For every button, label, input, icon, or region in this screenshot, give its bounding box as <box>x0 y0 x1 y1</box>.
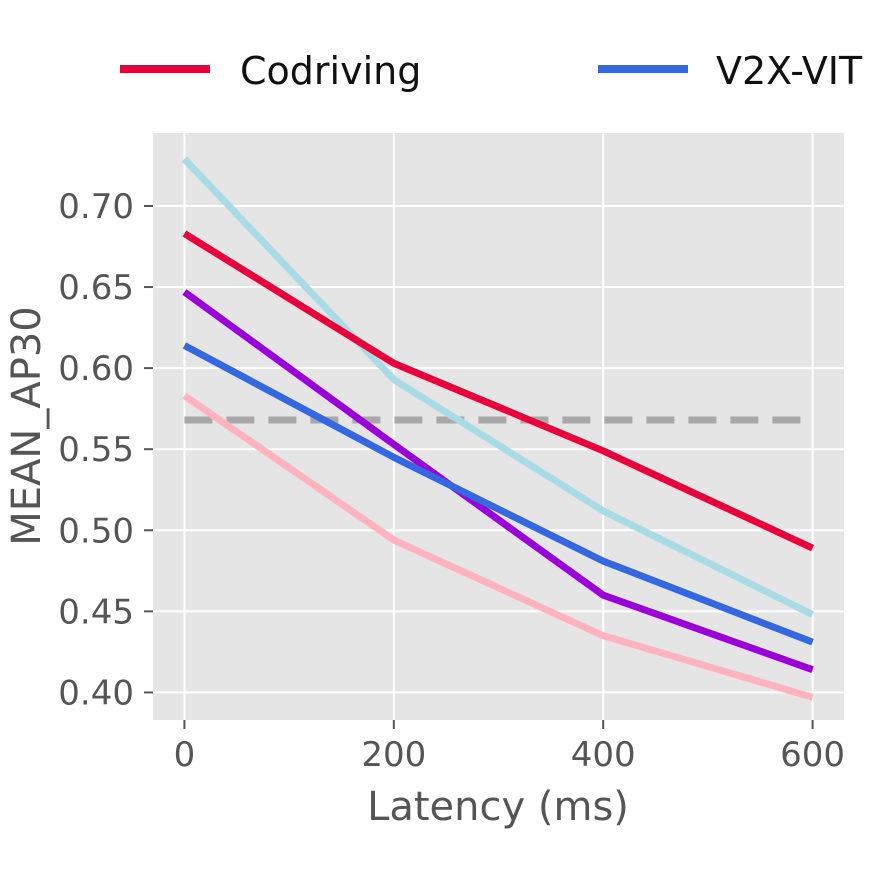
y-tick-label: 0.45 <box>58 592 134 632</box>
series-line-series-3 <box>181 156 815 618</box>
y-tick-label: 0.65 <box>58 268 134 308</box>
x-axis-label: Latency (ms) <box>367 784 629 830</box>
series-line-series-4 <box>182 289 814 674</box>
y-tick-label: 0.50 <box>58 511 134 551</box>
y-tick-label: 0.60 <box>58 349 134 389</box>
legend-label-v2x-vit: V2X-VIT <box>716 49 863 93</box>
y-axis-label: MEAN_AP30 <box>4 306 50 545</box>
series-line-v2x-vit <box>182 342 814 646</box>
x-tick-label: 200 <box>361 735 426 775</box>
axis-ticks: 0 200 400 600 0.40 0.45 0.50 0.55 0.60 0.65 0.70 <box>58 187 845 775</box>
x-tick-label: 600 <box>780 735 845 775</box>
x-tick-label: 0 <box>174 735 196 775</box>
plot-area <box>153 133 844 720</box>
legend-label-codriving: Codriving <box>240 49 421 93</box>
y-tick-label: 0.55 <box>58 430 134 470</box>
legend: Codriving V2X-VIT <box>120 49 863 93</box>
x-tick-label: 400 <box>571 735 636 775</box>
y-tick-label: 0.70 <box>58 187 134 227</box>
series-lines <box>181 156 815 701</box>
y-tick-label: 0.40 <box>58 673 134 713</box>
series-line-series-5 <box>182 392 814 701</box>
series-line-codriving <box>182 230 815 552</box>
